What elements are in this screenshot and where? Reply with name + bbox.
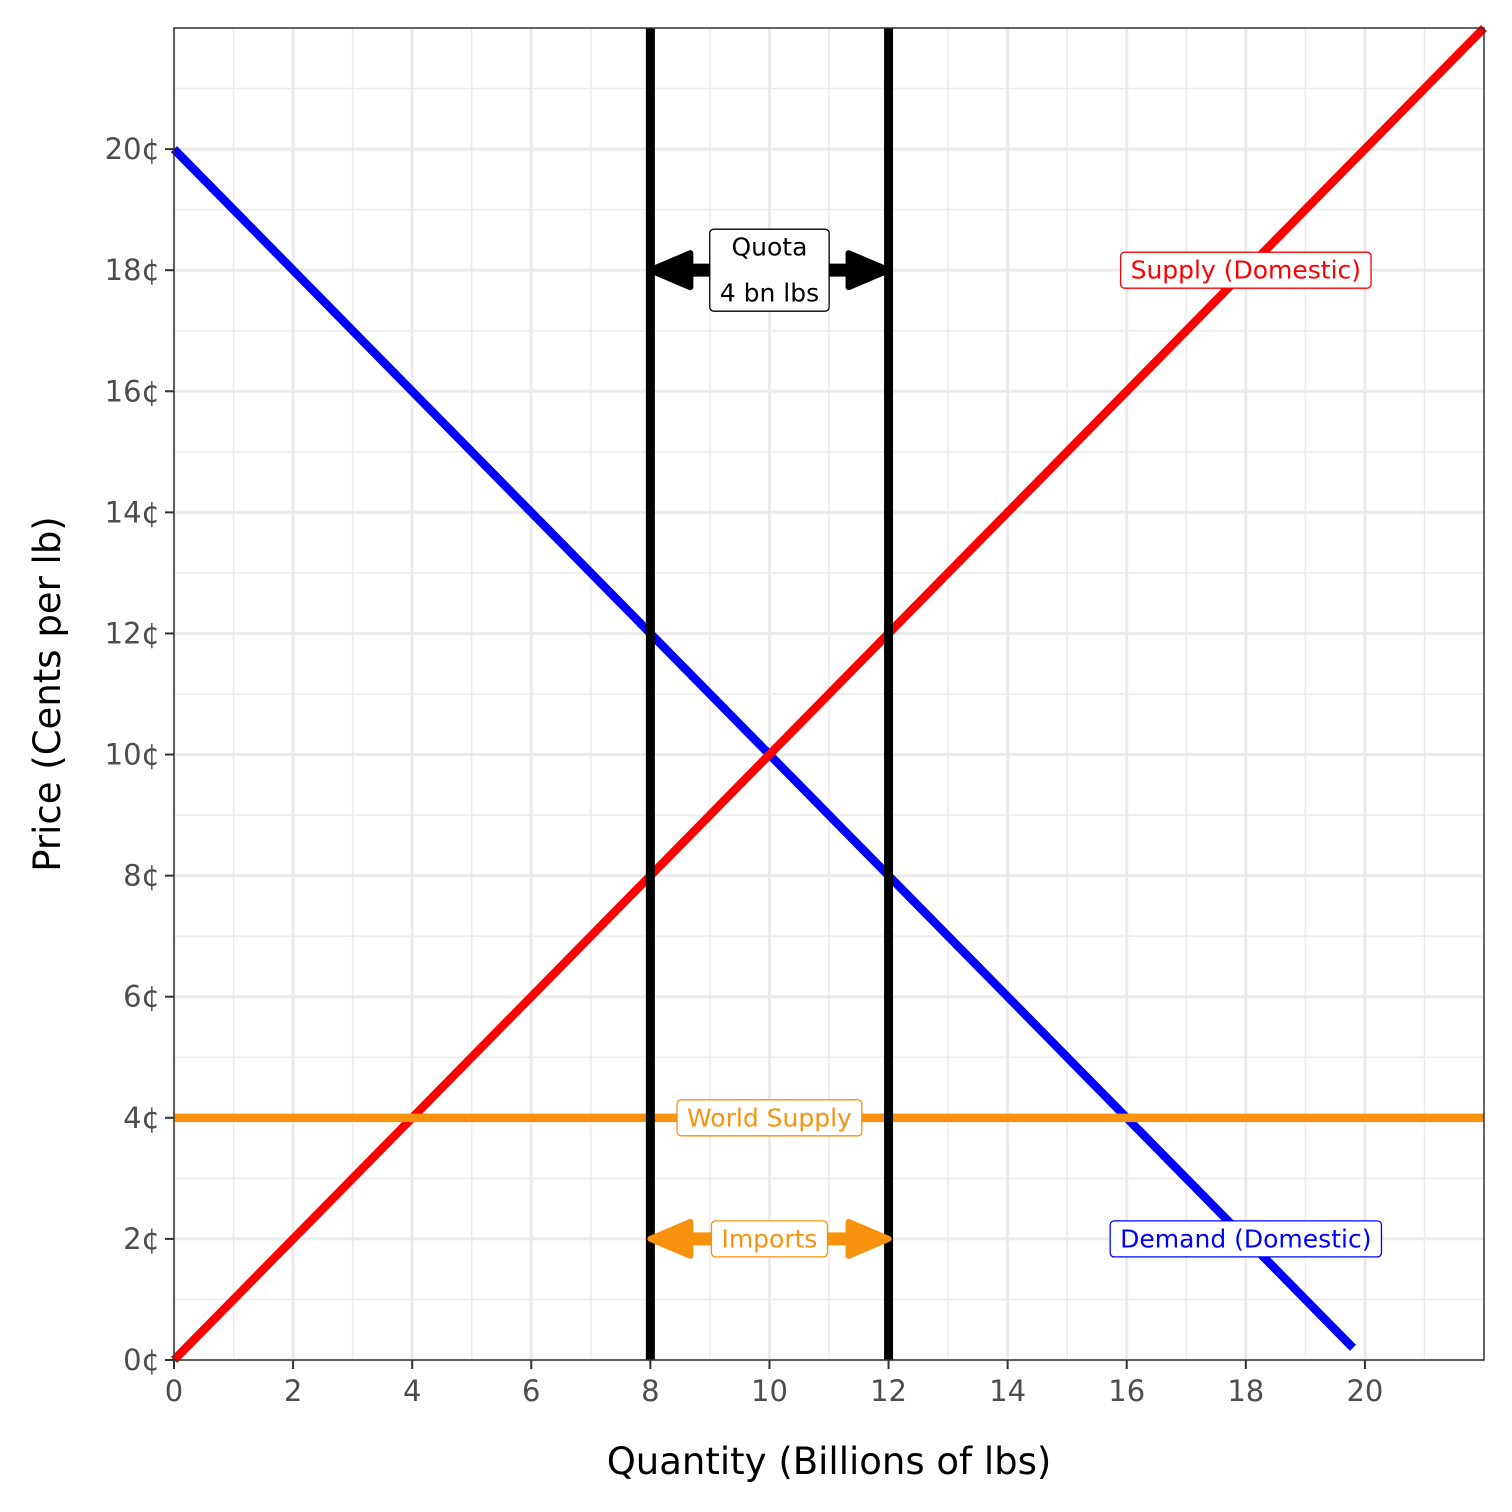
y-tick-label: 10¢: [105, 738, 160, 772]
axis-ticks: 0 2 4 6 8 10 12 14 16 18 20 0¢ 2¢ 4¢ 6¢ 8¢ 10¢ 12¢ 14¢ 16¢ 1…: [105, 132, 1384, 1408]
label-text: 4 bn lbs: [720, 279, 819, 308]
y-tick-label: 12¢: [105, 616, 160, 650]
label-text: Supply (Domestic): [1131, 256, 1361, 285]
x-tick-label: 4: [403, 1374, 421, 1408]
label-box: [710, 1220, 829, 1258]
y-tick-label: 20¢: [105, 132, 160, 166]
x-tick-label: 12: [870, 1374, 907, 1408]
x-tick-label: 8: [641, 1374, 659, 1408]
label-box: [1119, 251, 1372, 289]
y-tick-label: 4¢: [123, 1101, 160, 1135]
x-tick-label: 18: [1227, 1374, 1264, 1408]
series-lines: [170, 25, 1488, 1363]
label-text: Imports: [721, 1224, 817, 1253]
imports_arrow-head-left: [647, 1218, 694, 1259]
y-tick-label: 6¢: [123, 980, 160, 1014]
label-world-label: World Supply: [676, 1099, 863, 1137]
label-text: World Supply: [687, 1103, 852, 1132]
series-line-demand: [170, 146, 1357, 1351]
y-tick-label: 8¢: [123, 859, 160, 893]
label-text: Demand (Domestic): [1120, 1224, 1371, 1253]
imports_arrow-head-right: [845, 1218, 892, 1259]
x-tick-label: 14: [989, 1374, 1026, 1408]
label-box: [1109, 1220, 1383, 1258]
x-tick-label: 2: [284, 1374, 302, 1408]
y-tick-label: 16¢: [105, 374, 160, 408]
plot-panel-border: [173, 27, 1485, 1361]
annotation-labels: Supply (Domestic) Demand (Domestic) World …: [676, 228, 1383, 1258]
x-tick-label: 16: [1108, 1374, 1145, 1408]
label-supply-label: Supply (Domestic): [1119, 251, 1372, 289]
label-imports-label: Imports: [710, 1220, 829, 1258]
y-tick-label: 2¢: [123, 1222, 160, 1256]
quota_arrow-head-right: [845, 250, 892, 291]
x-tick-label: 20: [1346, 1374, 1383, 1408]
quota_arrow-head-left: [647, 250, 694, 291]
label-quota-label: Quota 4 bn lbs: [709, 228, 830, 312]
x-tick-label: 6: [522, 1374, 540, 1408]
y-tick-label: 0¢: [123, 1343, 160, 1377]
y-tick-label: 18¢: [105, 253, 160, 287]
y-axis-title: Price (Cents per lb): [26, 516, 69, 871]
label-text: Quota: [731, 233, 807, 262]
series-line-supply: [170, 25, 1488, 1363]
y-tick-label: 14¢: [105, 495, 160, 529]
label-box: [676, 1099, 863, 1137]
label-box: [709, 228, 830, 312]
x-tick-label: 10: [751, 1374, 788, 1408]
x-tick-label: 0: [165, 1374, 183, 1408]
label-demand-label: Demand (Domestic): [1109, 1220, 1383, 1258]
x-axis-title: Quantity (Billions of lbs): [607, 1440, 1052, 1483]
